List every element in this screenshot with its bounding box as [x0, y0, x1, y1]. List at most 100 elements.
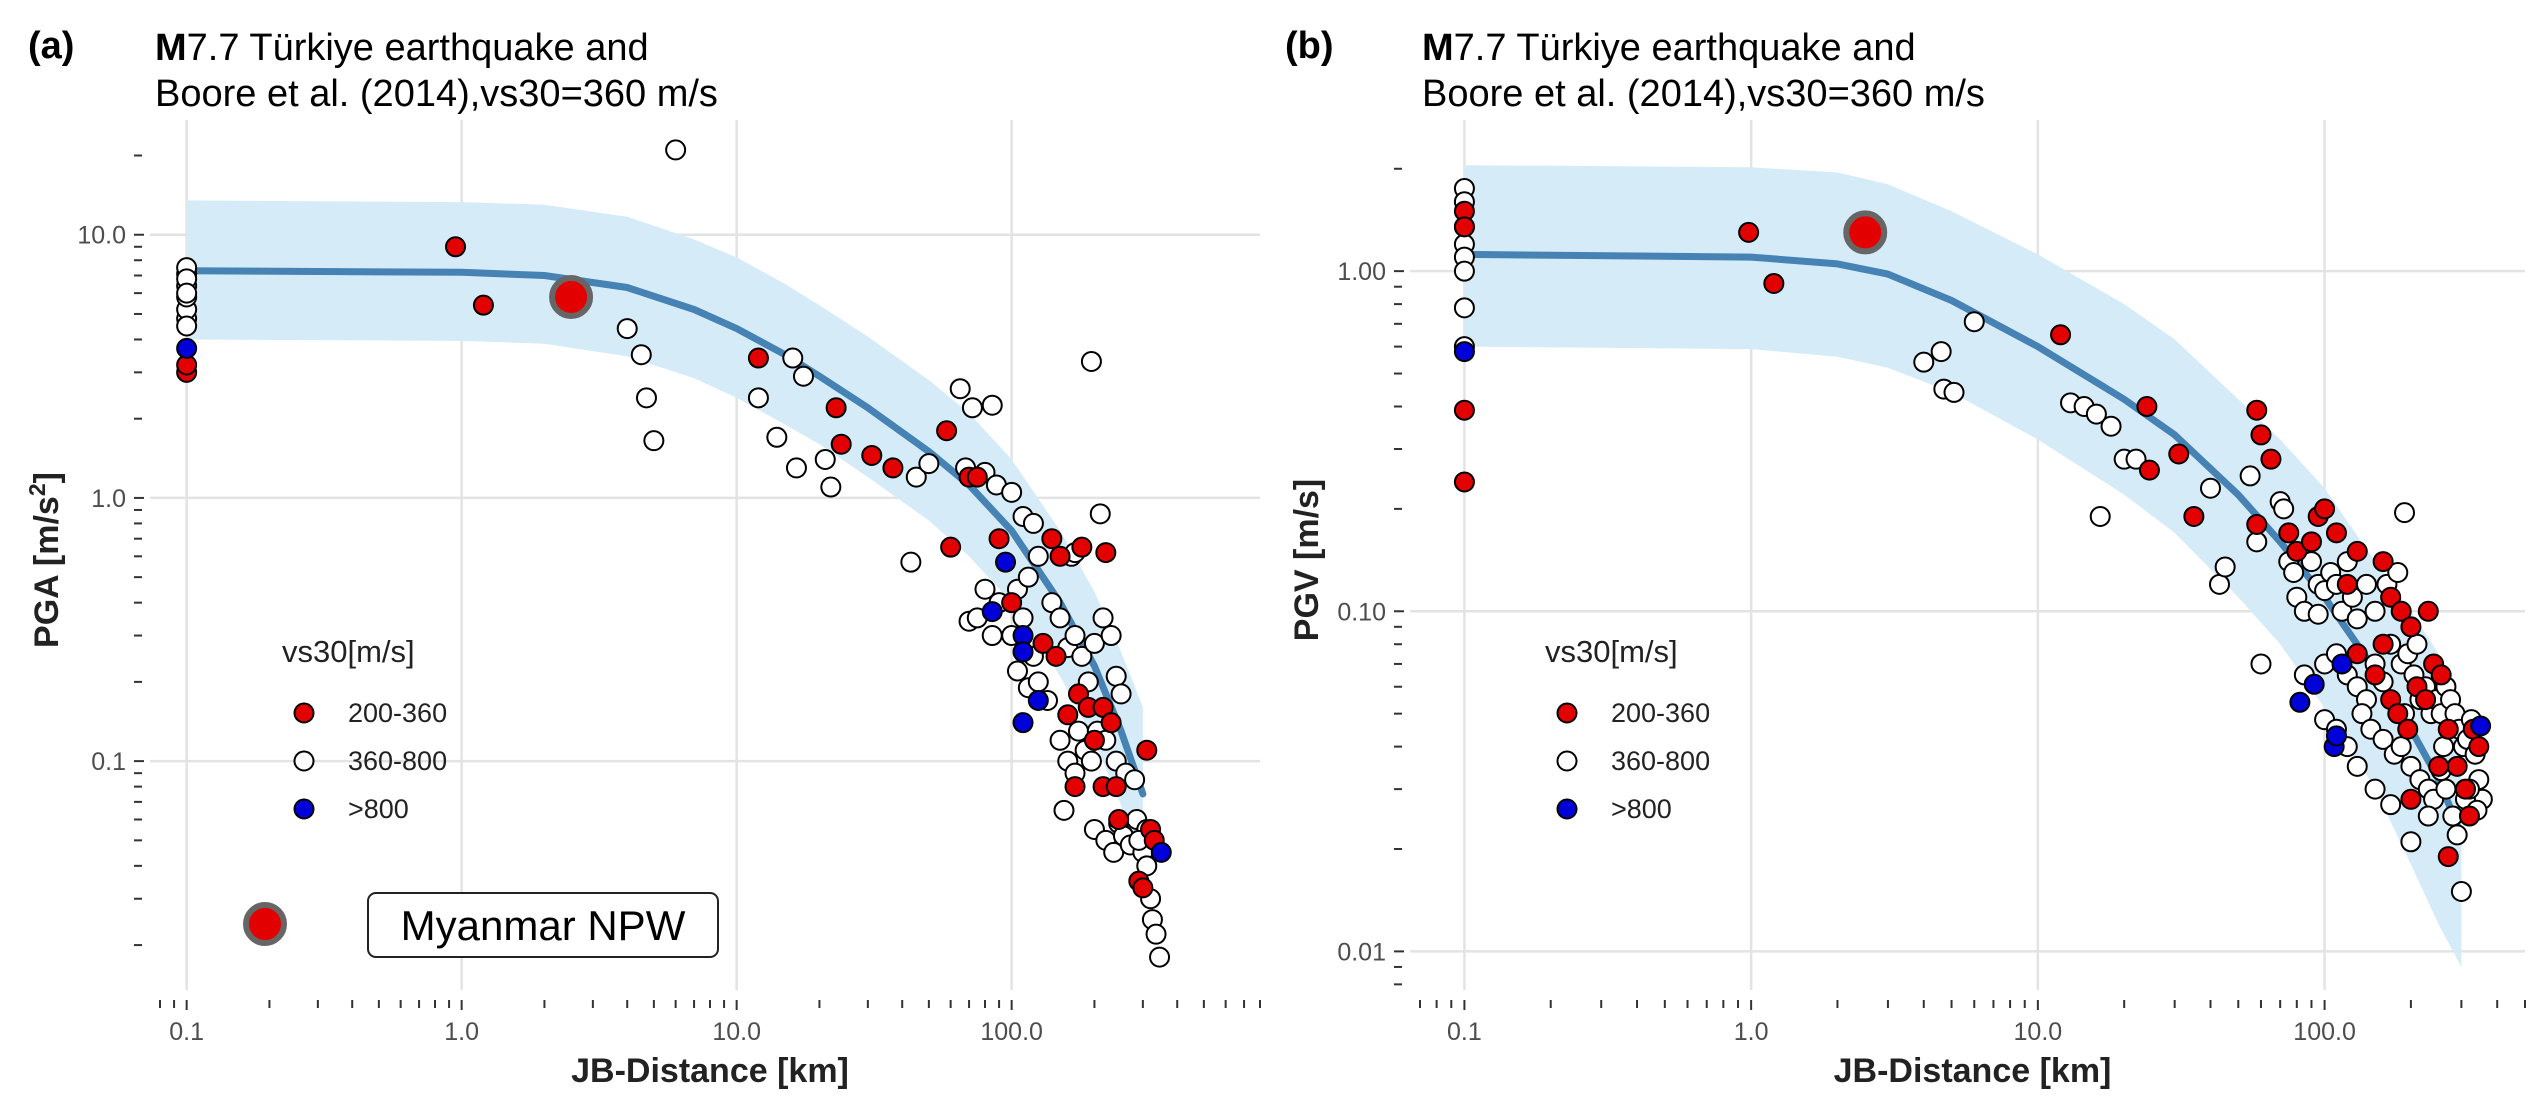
data-point-360-800: [900, 551, 922, 573]
x-tick-label: 1.0: [1734, 1018, 1769, 1046]
data-point-200-360: [825, 397, 847, 419]
data-point-200-360: [2454, 778, 2476, 800]
axes: 0.1 1.0 10.0 100.0 0.1 1.0 10.0: [77, 154, 1261, 1046]
legend-marker: [1556, 798, 1578, 820]
legend-marker: [293, 798, 315, 820]
highlight-point-myanmar-npw: [1843, 210, 1888, 255]
chart-title-line1: M7.7 Türkiye earthquake and: [1422, 27, 1916, 69]
chart-title-line1-rest: 7.7 Türkiye earthquake and: [187, 27, 649, 69]
panel-b: 0.1 1.0 10.0 100.0 0.01 0.10 1.00 JB-Distance […: [1285, 25, 2526, 1090]
x-tick-label: 1.0: [444, 1018, 479, 1046]
data-point-gt800: [2325, 725, 2347, 747]
chart-title-line1-rest: 7.7 Türkiye earthquake and: [1454, 27, 1916, 69]
data-point-360-800: [1453, 260, 1475, 282]
panel-label: (b): [1285, 25, 1334, 67]
legend: vs30[m/s] 200-360 360-800 >800: [1545, 634, 1710, 824]
data-point-360-800: [2355, 573, 2377, 595]
legend-label: 200-360: [1611, 698, 1710, 728]
data-point-360-800: [782, 347, 804, 369]
data-point-360-800: [2199, 477, 2221, 499]
data-point-200-360: [936, 420, 958, 442]
data-point-200-360: [1763, 272, 1785, 294]
legend-title: vs30[m/s]: [282, 634, 415, 669]
data-point-200-360: [882, 457, 904, 479]
data-point-200-360: [445, 236, 467, 258]
data-point-360-800: [176, 315, 198, 337]
data-point-200-360: [2050, 324, 2072, 346]
data-point-200-360: [1071, 536, 1093, 558]
data-point-360-800: [2307, 603, 2329, 625]
data-point-360-800: [2387, 562, 2409, 584]
data-point-360-800: [1145, 923, 1167, 945]
data-point-360-800: [1049, 729, 1071, 751]
data-point-gt800: [1012, 641, 1034, 663]
data-point-360-800: [1027, 545, 1049, 567]
data-point-360-800: [747, 387, 769, 409]
data-point-gt800: [2331, 653, 2353, 675]
data-point-360-800: [176, 282, 198, 304]
legend-title: vs30[m/s]: [1545, 634, 1678, 669]
data-point-360-800: [2208, 573, 2230, 595]
data-point-gt800: [1012, 712, 1034, 734]
legend-label: >800: [1611, 794, 1672, 824]
y-axis-title-superscript: 2: [24, 483, 50, 496]
data-point-gt800: [2303, 673, 2325, 695]
data-point-360-800: [2390, 736, 2412, 758]
legend-label: 200-360: [348, 698, 447, 728]
legend: vs30[m/s] 200-360 360-800 >800: [282, 634, 447, 824]
data-point-360-800: [905, 466, 927, 488]
data-point-360-800: [2283, 562, 2305, 584]
y-tick-label: 0.01: [1337, 938, 1386, 966]
data-point-200-360: [1738, 221, 1760, 243]
data-point-gt800: [176, 337, 198, 359]
data-point-200-360: [2168, 443, 2190, 465]
data-point-200-360: [2346, 540, 2368, 562]
data-point-200-360: [1136, 739, 1158, 761]
data-point-360-800: [918, 453, 940, 475]
data-point-360-800: [1001, 481, 1023, 503]
data-point-200-360: [2325, 522, 2347, 544]
data-point-200-360: [830, 433, 852, 455]
data-point-200-360: [2138, 459, 2160, 481]
y-tick-label: 1.0: [91, 485, 126, 513]
data-point-360-800: [949, 378, 971, 400]
data-point-200-360: [2300, 531, 2322, 553]
data-point-200-360: [1049, 545, 1071, 567]
x-tick-label: 10.0: [2014, 1018, 2063, 1046]
data-point-200-360: [1095, 542, 1117, 564]
data-point-200-360: [1041, 528, 1063, 550]
data-point-200-360: [2286, 540, 2308, 562]
y-axis-title: PGV [m/s]: [1288, 479, 1326, 641]
data-point-200-360: [2390, 600, 2412, 622]
data-point-200-360: [2250, 424, 2272, 446]
panel-a: 0.1 1.0 10.0 100.0 0.1 1.0 10.0 JB-Distance [km…: [24, 25, 1261, 1090]
data-point-360-800: [2364, 600, 2386, 622]
data-point-360-800: [2346, 608, 2368, 630]
data-point-200-360: [2372, 633, 2394, 655]
data-point-360-800: [792, 365, 814, 387]
highlight-point-myanmar-npw: [549, 274, 594, 319]
data-point-200-360: [2364, 664, 2386, 686]
data-point-200-360: [1001, 592, 1023, 614]
data-point-360-800: [1022, 512, 1044, 534]
data-point-360-800: [1913, 351, 1935, 373]
data-point-200-360: [1453, 399, 1475, 421]
data-point-200-360: [1032, 632, 1054, 654]
y-tick-label: 1.00: [1337, 258, 1386, 286]
x-tick-label: 0.1: [169, 1018, 204, 1046]
data-point-360-800: [814, 448, 836, 470]
legend-label: 360-800: [348, 746, 447, 776]
data-point-360-800: [2450, 880, 2472, 902]
x-axis-title: JB-Distance [km]: [571, 1052, 849, 1090]
data-point-360-800: [1100, 625, 1122, 647]
data-points: [176, 139, 1172, 968]
chart-title-line2: Boore et al. (2014),vs30=360 m/s: [1422, 73, 1985, 115]
data-point-360-800: [1453, 297, 1475, 319]
data-point-200-360: [2458, 805, 2480, 827]
data-point-200-360: [2336, 573, 2358, 595]
data-point-360-800: [2364, 778, 2386, 800]
y-axis-title-end: ]: [28, 472, 66, 483]
data-point-360-800: [1053, 799, 1075, 821]
data-point-360-800: [643, 430, 665, 452]
